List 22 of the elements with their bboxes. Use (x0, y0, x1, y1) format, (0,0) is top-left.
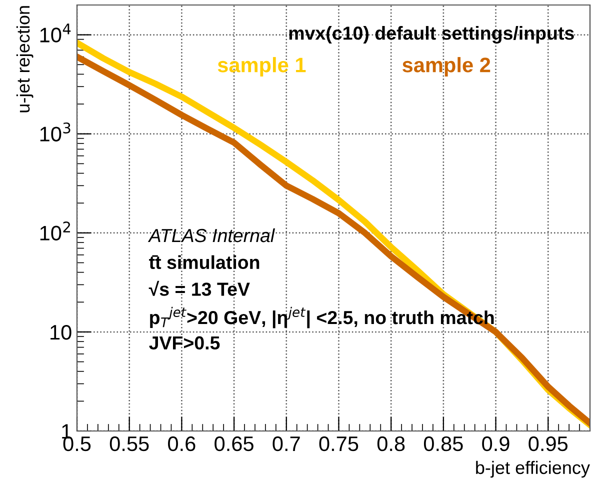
y-tick-label: 10$^{4}$ (40, 24, 71, 42)
x-tick-label: 0.75 (319, 436, 358, 452)
x-tick-label: 0.8 (377, 436, 405, 452)
x-tick-label: 0.95 (528, 436, 568, 452)
y-axis-title: u-jet rejection (16, 6, 34, 112)
x-axis-title: b-jet efficiency (476, 460, 590, 478)
y-tick-label: 10$^{2}$ (40, 222, 70, 240)
annotation: √s = 13 TeV (148, 280, 250, 296)
x-tick-label: 0.7 (272, 436, 300, 452)
annotation: JVF>0.5 (149, 336, 220, 350)
series-label: sample 1 (218, 57, 306, 76)
x-tick-label: 0.6 (168, 436, 196, 452)
text: sample 2 (402, 57, 490, 76)
x-tick-label: 0.9 (482, 436, 510, 452)
annotation: mvx(c10) default settings/inputs (289, 26, 574, 44)
y-tick-label: 10$^{3}$ (40, 122, 70, 142)
annotation: ATLAS Internal (148, 228, 276, 242)
x-tick-label: 0.55 (110, 436, 149, 452)
annotation: t̄t simulation (149, 255, 260, 270)
x-tick-label: 0.85 (424, 436, 463, 452)
x-tick-label: 0.65 (214, 436, 254, 452)
y-tick-label: 10 (50, 324, 72, 340)
